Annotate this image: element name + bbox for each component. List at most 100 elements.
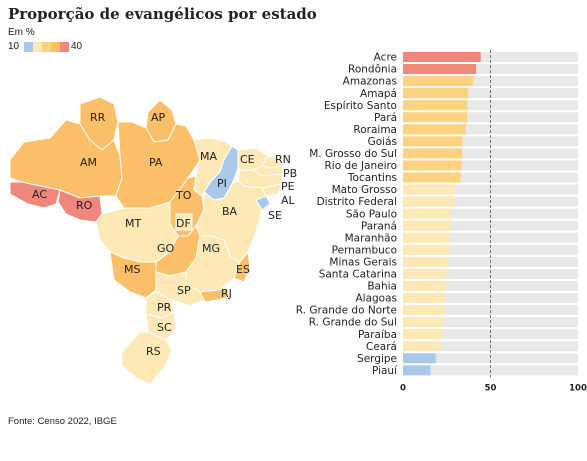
bar-track	[403, 244, 578, 255]
brazil-map: RR AP AM PA AC RO MA PI CE RN PB PE AL S…	[9, 96, 297, 385]
category-label: Tocantins	[347, 172, 397, 184]
category-label: Espírito Santo	[324, 100, 397, 112]
state-label-PA: PA	[149, 156, 163, 169]
bar	[403, 268, 447, 279]
category-label: Rio de Janeiro	[324, 160, 397, 172]
legend-swatch-3	[42, 42, 51, 52]
bar	[403, 196, 455, 207]
legend-min-label: 10	[8, 41, 20, 52]
category-label: Piauí	[372, 365, 398, 377]
category-label: Paraná	[361, 220, 397, 232]
bar	[403, 160, 462, 171]
bar-track	[403, 64, 578, 75]
legend-swatch-4	[51, 42, 60, 52]
bar	[403, 293, 445, 303]
category-label: Bahia	[367, 281, 397, 293]
x-tick-label: 100	[569, 383, 587, 393]
legend-swatch-2	[33, 42, 42, 52]
category-label: Pará	[374, 112, 397, 124]
category-label: Paraíba	[358, 329, 397, 341]
bar-track	[403, 353, 578, 364]
state-label-CE: CE	[240, 153, 255, 166]
bar-track	[403, 88, 578, 99]
bar-track	[403, 268, 578, 279]
state-label-ES: ES	[236, 263, 250, 276]
x-tick-label: 50	[485, 383, 497, 393]
bar-track	[403, 184, 578, 195]
category-label: Rondônia	[348, 64, 397, 76]
category-label: Santa Catarina	[319, 269, 397, 281]
category-label: Sergipe	[357, 353, 397, 365]
bar	[403, 52, 481, 62]
bar	[403, 112, 468, 123]
category-label: São Paulo	[346, 208, 397, 220]
bar	[403, 136, 463, 147]
state-shape-PA	[115, 121, 201, 209]
state-label-AC: AC	[32, 188, 47, 201]
category-label: M. Grosso do Sul	[309, 148, 397, 160]
state-label-MT: MT	[125, 217, 141, 230]
bar	[403, 208, 452, 219]
state-label-RS: RS	[146, 345, 161, 358]
category-label: Acre	[374, 52, 397, 64]
state-label-TO: TO	[175, 189, 192, 202]
category-label: R. Grande do Norte	[296, 305, 397, 317]
bar	[403, 305, 445, 316]
bar	[403, 256, 449, 267]
state-label-PI: PI	[217, 177, 227, 190]
bar	[403, 148, 463, 159]
category-label: Amapá	[360, 88, 397, 100]
state-shape-RJ	[199, 287, 229, 303]
state-label-MG: MG	[202, 242, 220, 255]
legend-swatch-1	[24, 42, 33, 52]
state-label-RR: RR	[90, 111, 106, 124]
legend-max-label: 40	[71, 41, 83, 52]
legend-swatch-5	[60, 42, 69, 52]
bar	[403, 353, 436, 364]
x-tick-label: 0	[400, 383, 406, 393]
state-label-MS: MS	[124, 263, 140, 276]
state-label-RO: RO	[76, 199, 93, 212]
bar-track	[403, 208, 578, 219]
state-label-BA: BA	[222, 205, 238, 218]
state-label-RJ: RJ	[221, 287, 232, 300]
state-shape-DF	[175, 213, 193, 231]
bar	[403, 220, 452, 231]
category-label: Maranhão	[345, 232, 397, 244]
bar	[403, 317, 444, 328]
chart-subtitle: Em %	[8, 27, 35, 38]
bar	[403, 100, 468, 111]
category-label: Alagoas	[355, 293, 397, 305]
category-label: Ceará	[366, 341, 397, 353]
category-label: Minas Gerais	[329, 256, 397, 268]
state-shape-RS	[121, 331, 173, 385]
bar-track	[403, 124, 578, 135]
bar-track	[403, 329, 578, 340]
bar	[403, 341, 441, 352]
category-label: Mato Grosso	[332, 184, 397, 196]
bar	[403, 124, 466, 135]
bar	[403, 365, 431, 376]
state-label-PB: PB	[283, 167, 297, 180]
category-label: Roraima	[353, 124, 397, 136]
state-label-PE: PE	[281, 180, 295, 193]
category-label: Pernambuco	[332, 244, 397, 256]
category-label: Goiás	[368, 136, 397, 148]
state-shape-ES	[233, 250, 251, 283]
state-label-SC: SC	[157, 321, 172, 334]
state-label-AM: AM	[80, 156, 97, 169]
state-shape-AC	[9, 181, 61, 209]
bar	[403, 184, 456, 195]
category-label: Distrito Federal	[317, 196, 397, 208]
state-label-SE: SE	[268, 209, 282, 222]
state-label-SP: SP	[177, 284, 191, 297]
bar	[403, 280, 446, 291]
bar	[403, 232, 450, 243]
bar	[403, 244, 450, 255]
source-note: Fonte: Censo 2022, IBGE	[8, 416, 117, 427]
state-label-GO: GO	[157, 242, 175, 255]
category-label: Amazonas	[343, 76, 397, 88]
bar	[403, 329, 443, 340]
bar	[403, 172, 461, 183]
